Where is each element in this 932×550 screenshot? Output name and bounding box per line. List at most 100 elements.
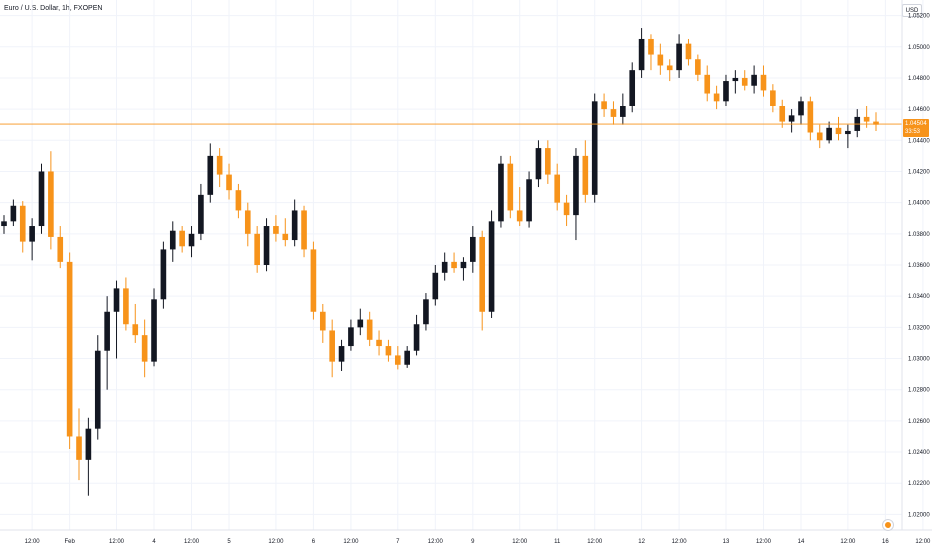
candle-body [432,272,439,300]
candle-body [563,202,570,216]
candle-body [629,70,636,106]
candle-body [263,226,270,265]
candle-body [357,319,364,328]
candle-body [291,210,298,241]
tradingview-logo-icon[interactable] [882,519,894,531]
candle-body [441,261,448,273]
time-tick-label: 9 [471,539,475,545]
candle-body [695,59,701,75]
time-tick-label: 16 [882,539,889,545]
candle-body [845,130,851,135]
candle-body [816,132,823,141]
time-tick-label: 6 [312,539,316,545]
candles-layer [1,28,879,496]
candle-body [151,299,157,362]
candle-body [282,233,289,241]
time-tick-label: 5 [227,539,231,545]
candle-body [169,230,176,250]
price-tick-label: 1.02000 [908,512,930,518]
candle-body [273,226,279,234]
price-tick-label: 1.03400 [908,294,930,300]
candle-body [301,210,307,250]
price-tick-label: 1.03800 [908,232,930,238]
time-tick-label: 12:00 [109,539,125,545]
time-tick-label: Feb [64,539,75,545]
time-tick-label: 12:00 [840,539,856,545]
candle-body [244,210,251,234]
candle-body [38,171,45,227]
candle-body [601,101,607,110]
candle-body [798,101,804,116]
candle-body [741,77,748,86]
candle-body [488,221,495,312]
candle-body [826,127,832,141]
candle-body [29,226,35,242]
candle-body [863,116,870,122]
bar-countdown: 33:53 [905,129,921,136]
candle-body [394,355,401,365]
candle-body [404,350,410,365]
candle-body [104,311,110,351]
candle-body [198,194,204,234]
candle-body [366,319,373,340]
candle-body [498,163,504,222]
candle-body [423,299,429,325]
candle-body [226,174,232,191]
candle-body [385,346,392,356]
time-tick-label: 12:00 [587,539,603,545]
time-tick-label: 12:00 [915,539,931,545]
time-tick-label: 12:00 [512,539,528,545]
candle-body [723,81,729,102]
candle-body [460,261,467,269]
candle-body [1,221,7,227]
candle-body [413,324,420,351]
candle-body [216,155,223,175]
candle-body [207,155,214,195]
candle-body [132,324,139,336]
current-price-tag: 1.04504 33:53 [903,119,929,138]
candle-body [620,106,626,117]
candle-body [873,121,879,125]
candle-body [188,233,195,247]
candle-body [638,38,645,71]
candle-body [310,249,317,312]
candle-body [770,90,776,106]
candle-body [760,74,767,91]
candle-body [19,205,26,242]
price-tick-label: 1.04600 [908,107,930,113]
time-tick-label: 12:00 [25,539,41,545]
candle-body [573,155,579,216]
time-tick-label: 12:00 [672,539,688,545]
time-tick-label: 11 [554,539,561,545]
candle-body [179,230,185,247]
candle-body [788,115,795,122]
candle-body [66,261,73,437]
candle-body [835,127,842,135]
candle-body [676,43,682,71]
time-tick-label: 12:00 [343,539,359,545]
time-axis: 12:00 Feb 12:00 4 12:00 5 12:00 6 12:00 7 12:00 9 12… [25,539,931,545]
candle-body [319,311,326,331]
candle-body [704,74,711,94]
candle-body [685,43,692,60]
chart-title: Euro / U.S. Dollar, 1h, FXOPEN [4,5,103,12]
time-tick-label: 12:00 [756,539,772,545]
candle-body [76,436,82,460]
time-tick-label: 12 [638,539,645,545]
candle-body [807,101,814,133]
time-tick-label: 13 [723,539,730,545]
candle-body [48,171,54,237]
price-axis: 1.02000 1.02200 1.02400 1.02600 1.02800 1.030… [908,14,930,519]
price-tick-label: 1.02200 [908,481,930,487]
candle-body [123,288,129,325]
candle-body [582,155,589,195]
candle-body [666,65,673,71]
price-tick-label: 1.02600 [908,419,930,425]
time-tick-label: 12:00 [268,539,284,545]
candle-body [94,350,101,429]
candle-body [526,179,532,222]
candle-body [338,346,345,362]
price-tick-label: 1.04400 [908,138,930,144]
